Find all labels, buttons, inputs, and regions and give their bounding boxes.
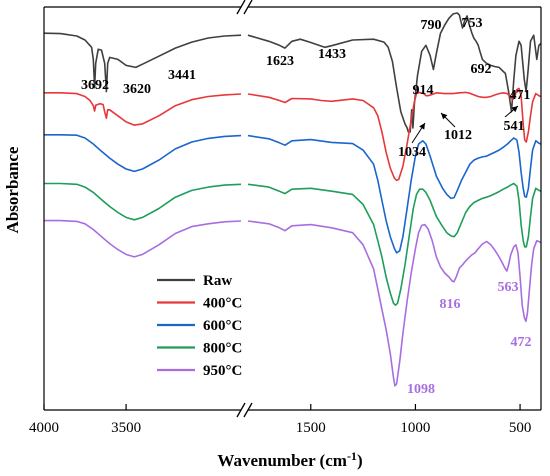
- annotation-541: 541: [504, 119, 525, 134]
- legend-label-1: 400°C: [203, 296, 242, 312]
- annotation-753: 753: [462, 16, 483, 31]
- annotation-3620: 3620: [123, 82, 151, 97]
- x-tick-label-3500: 3500: [111, 420, 141, 436]
- series-line-0-right: [247, 12, 542, 133]
- axis-break-mark-1-0: [236, 402, 246, 418]
- annotation-3441: 3441: [168, 68, 196, 83]
- annotation-3692: 3692: [81, 78, 109, 93]
- x-axis-label-main: Wavenumber (cm: [217, 451, 347, 470]
- axis-break-mark-0-1: [243, 0, 253, 15]
- x-tick-label-1000: 1000: [400, 420, 430, 436]
- legend-label-4: 950°C: [203, 363, 242, 379]
- series-line-2-left: [44, 134, 242, 173]
- x-axis-label: Wavenumber (cm-1): [217, 449, 362, 470]
- axis-break-mark-1-1: [243, 402, 253, 418]
- legend-label-0: Raw: [203, 273, 232, 289]
- annotation-arrowhead-1012: [441, 113, 448, 120]
- annotation-arrowhead-541: [511, 106, 518, 113]
- x-axis-label-superscript: -1: [347, 449, 357, 463]
- annotations: 3692 3620 3441 1623 1433 790 753 914 692 471 1034 1…: [81, 16, 532, 397]
- x-axis-ticks: 4000 3500 1500 1000 500: [29, 404, 531, 436]
- annotation-914: 914: [413, 83, 434, 98]
- series-line-2-right: [247, 134, 542, 254]
- legend: Raw 400°C 600°C 800°C 950°C: [157, 273, 242, 379]
- annotation-1098: 1098: [407, 382, 435, 397]
- series-line-3-left: [44, 182, 242, 221]
- annotation-692: 692: [471, 62, 492, 77]
- annotation-472: 472: [511, 335, 532, 350]
- series-line-4-left: [44, 219, 242, 258]
- annotation-471: 471: [510, 88, 531, 103]
- series-line-4-right: [247, 220, 542, 387]
- x-tick-label-1500: 1500: [296, 420, 326, 436]
- x-tick-label-500: 500: [509, 420, 532, 436]
- legend-label-3: 800°C: [203, 341, 242, 357]
- annotation-1433: 1433: [318, 47, 346, 62]
- series-line-3-right: [247, 182, 542, 306]
- annotation-790: 790: [421, 18, 442, 33]
- annotation-563: 563: [498, 280, 519, 295]
- series-line-1-left: [44, 92, 242, 126]
- plot-frame: [43, 0, 542, 418]
- annotation-1012: 1012: [444, 128, 472, 143]
- x-tick-label-4000: 4000: [29, 420, 59, 436]
- legend-label-2: 600°C: [203, 318, 242, 334]
- annotation-1623: 1623: [266, 54, 294, 69]
- annotation-1034: 1034: [398, 145, 426, 160]
- series-line-1-right: [247, 87, 542, 182]
- annotation-arrowhead-1034: [419, 123, 425, 130]
- annotation-816: 816: [440, 297, 461, 312]
- x-axis-label-close: ): [357, 451, 363, 470]
- y-axis-label: Absorbance: [3, 146, 22, 233]
- series-line-0-left: [43, 32, 242, 93]
- axis-break-mark-0-0: [236, 0, 246, 15]
- series-layer: [43, 12, 542, 387]
